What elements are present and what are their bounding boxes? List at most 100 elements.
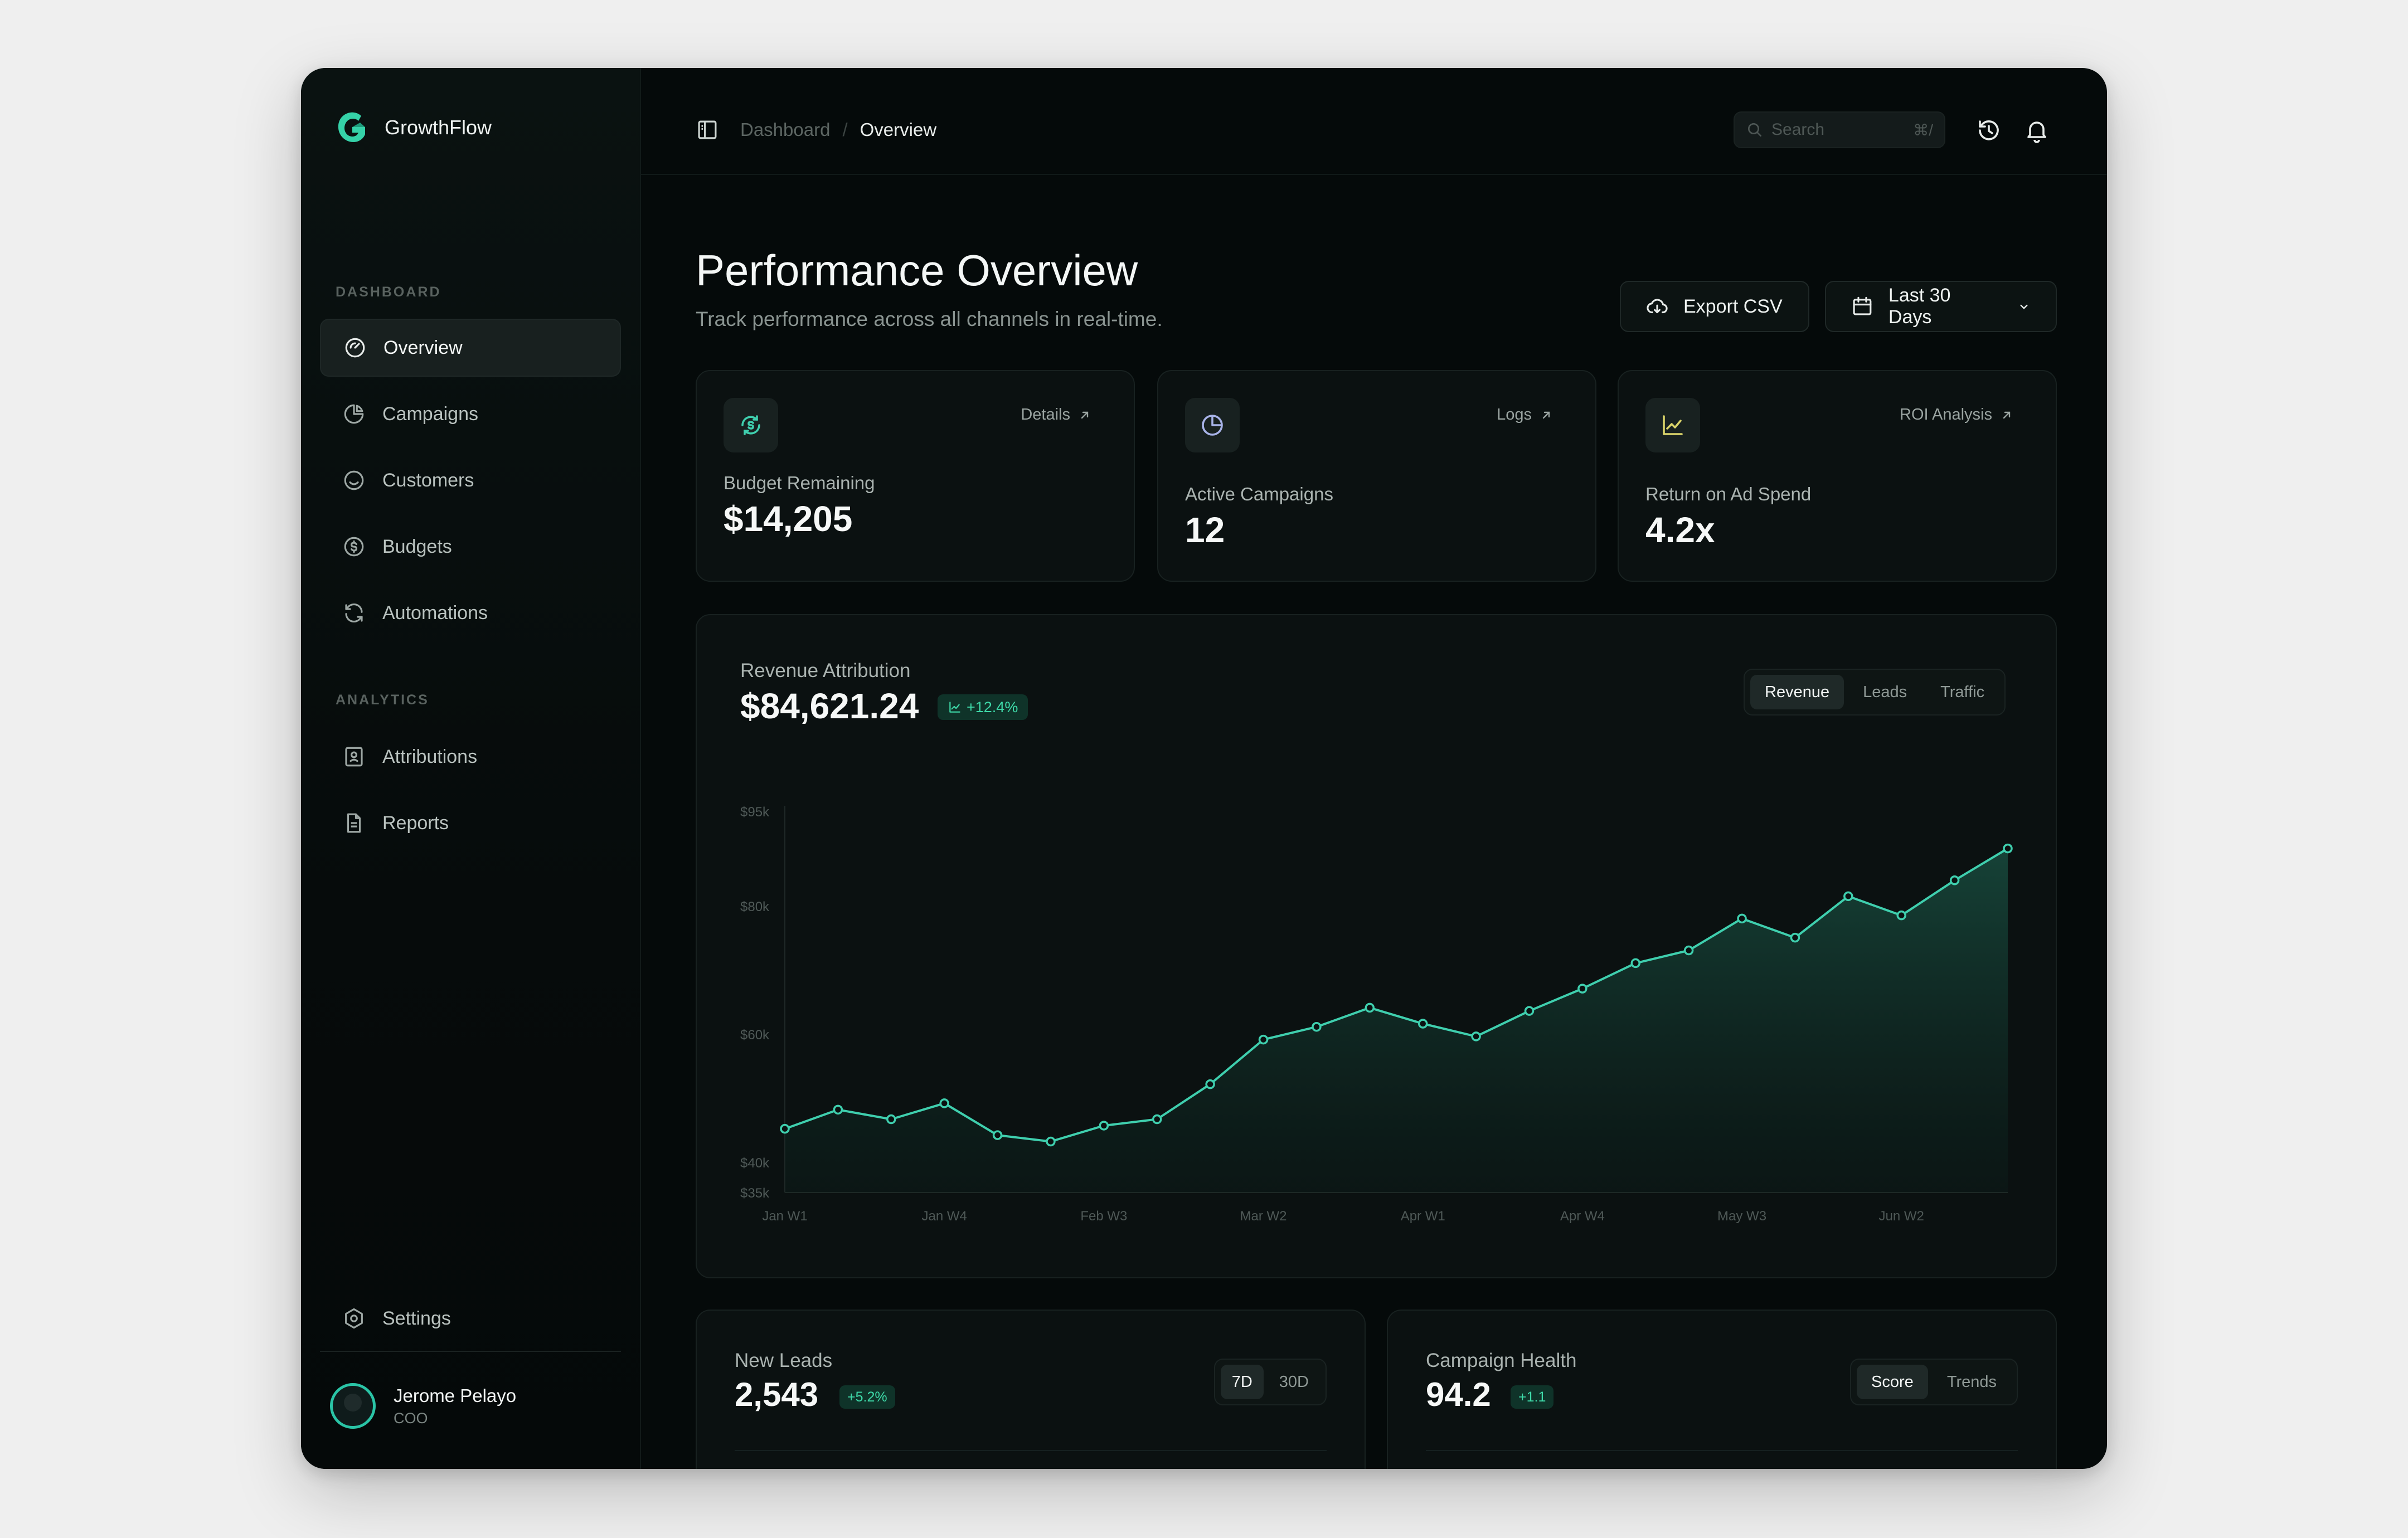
data-point[interactable] xyxy=(1417,1019,1428,1029)
details-link[interactable]: Details xyxy=(1021,406,1091,424)
data-point[interactable] xyxy=(886,1114,896,1125)
sidebar-item-attributions[interactable]: Attributions xyxy=(320,728,621,786)
export-csv-button[interactable]: Export CSV xyxy=(1620,281,1809,332)
revenue-label: Revenue Attribution xyxy=(740,660,911,682)
stat-value: 4.2x xyxy=(1645,510,1715,550)
page-title: Performance Overview xyxy=(696,246,1138,295)
data-point[interactable] xyxy=(1737,913,1747,924)
arrow-up-right-icon xyxy=(1081,411,1089,418)
contact-card-icon xyxy=(345,747,363,767)
data-point[interactable] xyxy=(1365,1002,1375,1013)
tab-leads[interactable]: Leads xyxy=(1863,683,1907,701)
sidebar-item-automations[interactable]: Automations xyxy=(320,584,621,642)
campaign-health-card: Campaign Health 94.2 +1.1 Score Trends xyxy=(1387,1310,2057,1469)
cloud-download-icon xyxy=(1647,299,1668,314)
data-point[interactable] xyxy=(2003,843,2013,854)
nav-dashboard: Overview Campaigns Customers Budgets Aut… xyxy=(320,319,621,650)
data-point[interactable] xyxy=(1790,932,1800,943)
sidebar-item-label: Customers xyxy=(382,469,474,491)
data-point[interactable] xyxy=(1896,910,1906,921)
data-point[interactable] xyxy=(1312,1021,1322,1032)
history-icon[interactable] xyxy=(1975,117,2002,144)
nav-analytics: Attributions Reports xyxy=(320,728,621,860)
tab-trends[interactable]: Trends xyxy=(1946,1372,1997,1391)
x-tick-label: Jun W2 xyxy=(1879,1209,1924,1224)
sidebar-item-overview[interactable]: Overview xyxy=(320,319,621,377)
revenue-change-value: +12.4% xyxy=(967,698,1018,716)
sidebar-item-customers[interactable]: Customers xyxy=(320,451,621,509)
sidebar-item-settings[interactable]: Settings xyxy=(320,1289,621,1347)
sidebar-item-label: Automations xyxy=(382,602,488,624)
x-tick-label: Feb W3 xyxy=(1080,1209,1127,1224)
campaign-health-label: Campaign Health xyxy=(1426,1350,1577,1371)
sidebar-divider xyxy=(320,1351,621,1352)
pie-chart-icon xyxy=(344,404,364,424)
data-point[interactable] xyxy=(1843,891,1853,902)
date-range-select[interactable]: Last 30 Days xyxy=(1825,281,2057,332)
stat-label: Budget Remaining xyxy=(724,473,875,493)
breadcrumb: Dashboard / Overview xyxy=(740,119,936,140)
tab-7d[interactable]: 7D xyxy=(1220,1365,1264,1399)
stat-label: Return on Ad Spend xyxy=(1645,484,1812,504)
x-tick-label: Jan W4 xyxy=(921,1209,967,1224)
sidebar-toggle-icon[interactable] xyxy=(696,118,719,142)
page-subtitle: Track performance across all channels in… xyxy=(696,308,1163,330)
tab-revenue[interactable]: Revenue xyxy=(1750,675,1844,709)
data-point[interactable] xyxy=(1630,958,1641,968)
data-point[interactable] xyxy=(1046,1136,1056,1147)
tab-score[interactable]: Score xyxy=(1857,1365,1928,1399)
stat-card-roas: ROI Analysis Return on Ad Spend 4.2x xyxy=(1618,370,2057,582)
roi-analysis-link[interactable]: ROI Analysis xyxy=(1900,406,2013,424)
revenue-line xyxy=(784,847,2009,1143)
stat-card-budget: Details Budget Remaining $14,205 xyxy=(696,370,1135,582)
card-divider xyxy=(1426,1450,2018,1451)
data-point[interactable] xyxy=(992,1130,1003,1140)
x-tick-label: May W3 xyxy=(1717,1209,1766,1224)
new-leads-change-badge: +5.2% xyxy=(839,1385,895,1409)
stat-card-campaigns: Logs Active Campaigns 12 xyxy=(1157,370,1596,582)
data-point[interactable] xyxy=(1949,875,1960,885)
y-tick-label: $40k xyxy=(740,1156,770,1171)
section-label-analytics: ANALYTICS xyxy=(336,692,429,708)
revenue-chart-card: Revenue Attribution $84,621.24 +12.4% Re… xyxy=(696,614,2057,1278)
bell-icon[interactable] xyxy=(2023,117,2050,144)
sidebar-item-budgets[interactable]: Budgets xyxy=(320,518,621,576)
data-point[interactable] xyxy=(939,1098,949,1108)
data-point[interactable] xyxy=(1683,945,1694,956)
search-input[interactable]: Search ⌘/ xyxy=(1734,111,1945,148)
data-point[interactable] xyxy=(1524,1006,1535,1016)
data-point[interactable] xyxy=(833,1104,843,1115)
dollar-coin-icon xyxy=(344,537,364,557)
avatar xyxy=(330,1383,376,1429)
refresh-icon xyxy=(345,603,363,622)
brand[interactable]: GrowthFlow xyxy=(336,110,492,145)
stat-value: $14,205 xyxy=(724,499,853,539)
revenue-chart: $95k $80k $60k $40k $35k Jan W1 Jan W4 Feb W3 Ma… xyxy=(740,805,2013,1224)
sidebar: GrowthFlow DASHBOARD Overview Campaigns … xyxy=(301,68,641,1469)
tab-traffic[interactable]: Traffic xyxy=(1940,683,1985,701)
data-point[interactable] xyxy=(1099,1121,1109,1131)
sidebar-item-reports[interactable]: Reports xyxy=(320,794,621,852)
data-point[interactable] xyxy=(1152,1114,1162,1125)
logs-link[interactable]: Logs xyxy=(1497,406,1553,424)
data-point[interactable] xyxy=(780,1123,790,1134)
data-point[interactable] xyxy=(1258,1034,1269,1045)
leads-range-tabs: 7D 30D xyxy=(1213,1359,1327,1405)
settings-hex-icon xyxy=(345,1308,363,1329)
breadcrumb-dashboard[interactable]: Dashboard xyxy=(740,119,831,140)
data-point[interactable] xyxy=(1577,984,1587,994)
data-point[interactable] xyxy=(1205,1079,1215,1089)
pie-chart-icon xyxy=(1202,415,1223,436)
campaign-health-value: 94.2 xyxy=(1426,1376,1491,1413)
sidebar-item-campaigns[interactable]: Campaigns xyxy=(320,385,621,443)
roi-analysis-link-label: ROI Analysis xyxy=(1900,406,1992,424)
user-profile[interactable]: Jerome Pelayo COO xyxy=(330,1383,516,1429)
data-point[interactable] xyxy=(1471,1031,1481,1041)
y-tick-label: $35k xyxy=(740,1186,770,1201)
new-leads-value: 2,543 xyxy=(735,1376,819,1413)
revenue-area xyxy=(785,848,2008,1193)
tab-30d[interactable]: 30D xyxy=(1279,1372,1309,1391)
chevron-down-icon xyxy=(2020,304,2028,309)
sidebar-item-label: Campaigns xyxy=(382,403,478,425)
logs-link-label: Logs xyxy=(1497,406,1532,424)
